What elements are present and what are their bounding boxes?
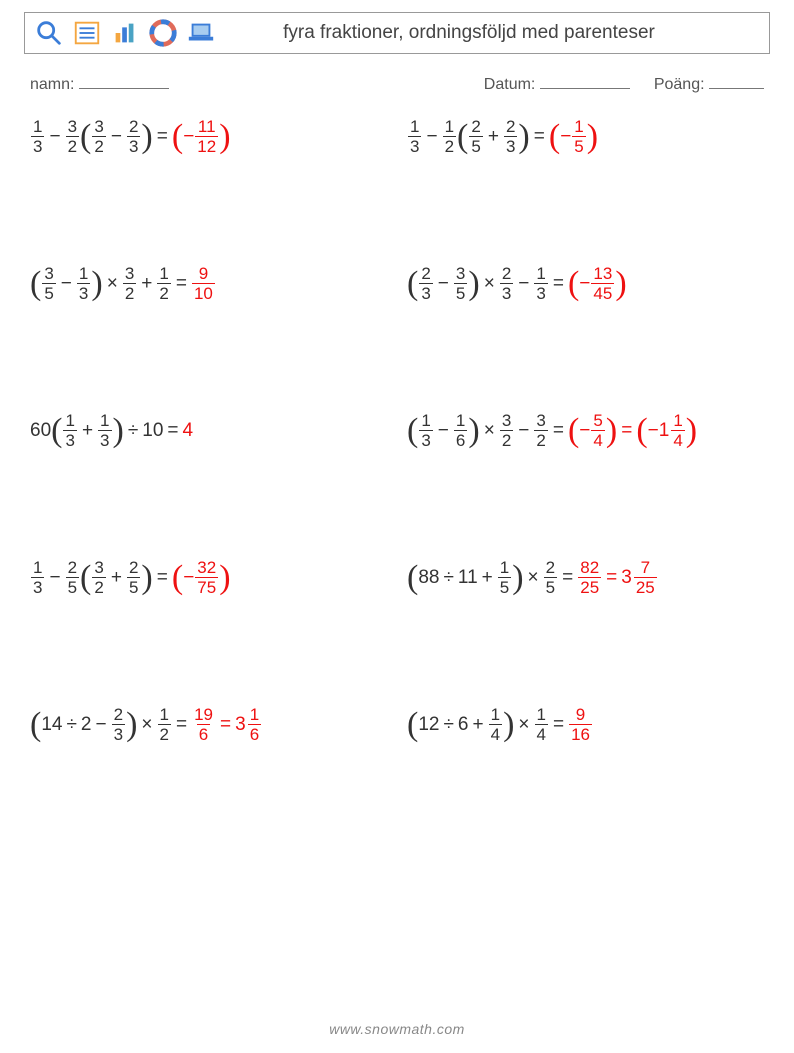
answer: 196=316 (191, 706, 262, 743)
laptop-icon (185, 17, 217, 49)
name-blank (79, 74, 169, 89)
magnifier-icon (33, 17, 65, 49)
problem: (12÷6+14)×14=916 (407, 706, 764, 743)
answer: 910 (191, 265, 216, 302)
chart-icon (109, 17, 141, 49)
problem: 13−32(32−23)=(−1112) (30, 118, 387, 155)
answer: (−15) (549, 118, 598, 155)
date-field: Datum: (484, 74, 630, 94)
score-field: Poäng: (654, 74, 764, 94)
answer: 4 (183, 421, 194, 440)
score-blank (709, 74, 764, 89)
problem: 13−12(25+23)=(−15) (407, 118, 764, 155)
name-field: namn: (30, 74, 484, 94)
answer: (−54)=(−114) (568, 412, 697, 449)
header-icons (33, 17, 217, 49)
problem: (14÷2−23)×12=196=316 (30, 706, 387, 743)
worksheet-title: fyra fraktioner, ordningsföljd med paren… (217, 21, 761, 45)
problem: (35−13)×32+12=910 (30, 265, 387, 302)
answer: (−1112) (172, 118, 231, 155)
problems-grid: 13−32(32−23)=(−1112) 13−12(25+23)=(−15) (3… (24, 118, 770, 743)
problem: (13−16)×32−32=(−54)=(−114) (407, 412, 764, 449)
problem: 60(13+13)÷10=4 (30, 412, 387, 449)
problem: (88÷11+15)×25=8225=3725 (407, 559, 764, 596)
list-icon (71, 17, 103, 49)
footer-text: www.snowmath.com (0, 1021, 794, 1037)
worksheet-page: fyra fraktioner, ordningsföljd med paren… (0, 0, 794, 1053)
lifebuoy-icon (147, 17, 179, 49)
header-box: fyra fraktioner, ordningsföljd med paren… (24, 12, 770, 54)
answer: 916 (568, 706, 593, 743)
answer: (−1345) (568, 265, 627, 302)
info-row: namn: Datum: Poäng: (24, 74, 770, 94)
date-label: Datum: (484, 76, 536, 93)
answer: (−3275) (172, 559, 231, 596)
problem: 13−25(32+25)=(−3275) (30, 559, 387, 596)
answer: 8225=3725 (577, 559, 658, 596)
problem: (23−35)×23−13=(−1345) (407, 265, 764, 302)
score-label: Poäng: (654, 76, 705, 93)
name-label: namn: (30, 76, 74, 93)
date-blank (540, 74, 630, 89)
